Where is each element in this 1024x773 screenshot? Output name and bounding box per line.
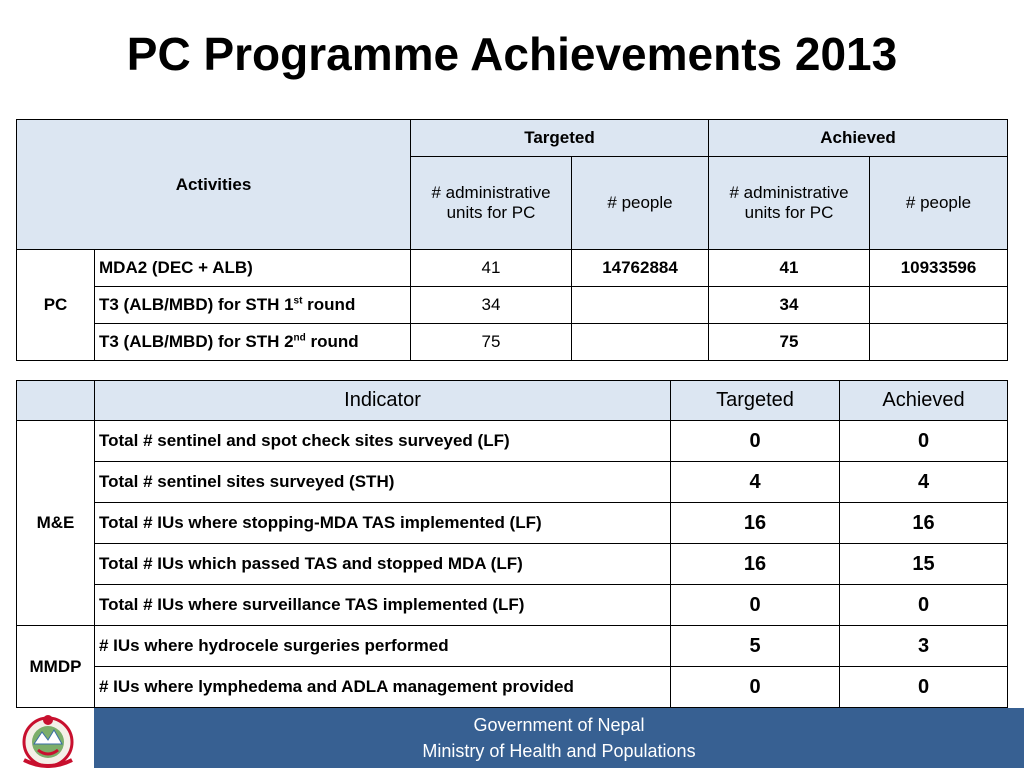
targeted-value: 5: [670, 625, 840, 667]
targeted-people: [570, 323, 710, 361]
indicator-name: Total # sentinel sites surveyed (STH): [94, 461, 671, 503]
targeted-people: [570, 286, 710, 324]
activity-name: T3 (ALB/MBD) for STH 2nd round: [94, 323, 411, 361]
me-group-label: M&E: [16, 420, 95, 626]
achieved-units: 75: [708, 323, 871, 361]
indicator-name: # IUs where hydrocele surgeries performe…: [94, 625, 671, 667]
achieved-units: 34: [708, 286, 871, 324]
achieved-people: [869, 286, 1009, 324]
achieved-people: [869, 323, 1009, 361]
achieved-value: 3: [839, 625, 1008, 667]
achieved-units-header: # administrative units for PC: [708, 156, 871, 250]
footer-banner: Government of Nepal Ministry of Health a…: [94, 708, 1024, 768]
targeted-people: 14762884: [570, 249, 710, 287]
targeted-value: 0: [670, 420, 840, 462]
achieved-units: 41: [708, 249, 871, 287]
table-row: Total # IUs where surveillance TAS imple…: [17, 584, 1008, 626]
group-header: [16, 380, 95, 421]
achieved-value: 15: [839, 543, 1008, 585]
activity-name: T3 (ALB/MBD) for STH 1st round: [94, 286, 411, 324]
targeted-value: 16: [670, 502, 840, 544]
indicator-table: Indicator Targeted Achieved M&E Total # …: [16, 380, 1008, 708]
pc-group-label: PC: [16, 249, 95, 361]
achieved-value: 16: [839, 502, 1008, 544]
targeted-value: 16: [670, 543, 840, 585]
table-row: T3 (ALB/MBD) for STH 1st round 34 34: [17, 286, 1009, 324]
table-row: Total # IUs where stopping-MDA TAS imple…: [17, 502, 1008, 544]
pc-activities-table: Activities Targeted Achieved # administr…: [16, 119, 1009, 361]
achieved-people-header: # people: [869, 156, 1009, 250]
footer-line-2: Ministry of Health and Populations: [422, 741, 696, 761]
table-row: Total # IUs which passed TAS and stopped…: [17, 543, 1008, 585]
targeted-value: 0: [670, 584, 840, 626]
table-row: Total # sentinel sites surveyed (STH) 4 …: [17, 461, 1008, 503]
activities-header: Activities: [16, 119, 411, 250]
government-emblem-icon: [8, 708, 88, 768]
footer-line-1: Government of Nepal: [473, 715, 645, 735]
page-title: PC Programme Achievements 2013: [126, 28, 898, 80]
indicator-name: Total # sentinel and spot check sites su…: [94, 420, 671, 462]
indicator-name: # IUs where lymphedema and ADLA manageme…: [94, 666, 671, 708]
achieved-header: Achieved: [839, 380, 1008, 421]
indicator-header: Indicator: [94, 380, 671, 421]
targeted-header: Targeted: [409, 119, 710, 157]
achieved-value: 0: [839, 666, 1008, 708]
achieved-header: Achieved: [708, 119, 1009, 157]
targeted-units: 75: [410, 323, 572, 361]
activity-name: MDA2 (DEC + ALB): [94, 249, 411, 287]
targeted-header: Targeted: [670, 380, 840, 421]
targeted-units: 41: [410, 249, 572, 287]
table-row: MMDP # IUs where hydrocele surgeries per…: [16, 625, 1008, 708]
achieved-people: 10933596: [869, 249, 1009, 287]
achieved-value: 4: [839, 461, 1008, 503]
indicator-name: Total # IUs where surveillance TAS imple…: [94, 584, 671, 626]
mmdp-group-label: MMDP: [16, 625, 95, 708]
achieved-value: 0: [839, 584, 1008, 626]
targeted-units: 34: [410, 286, 572, 324]
achieved-value: 0: [839, 420, 1008, 462]
table-row: T3 (ALB/MBD) for STH 2nd round 75 75: [17, 323, 1009, 361]
targeted-units-header: # administrative units for PC: [410, 156, 572, 250]
indicator-name: Total # IUs where stopping-MDA TAS imple…: [94, 502, 671, 544]
targeted-value: 0: [670, 666, 840, 708]
table-row: PC MDA2 (DEC + ALB) 41 14762884 41 10933…: [16, 249, 1009, 361]
table-row: # IUs where lymphedema and ADLA manageme…: [17, 666, 1008, 708]
targeted-people-header: # people: [570, 156, 710, 250]
table-row: M&E Total # sentinel and spot check site…: [16, 420, 1008, 626]
targeted-value: 4: [670, 461, 840, 503]
indicator-name: Total # IUs which passed TAS and stopped…: [94, 543, 671, 585]
